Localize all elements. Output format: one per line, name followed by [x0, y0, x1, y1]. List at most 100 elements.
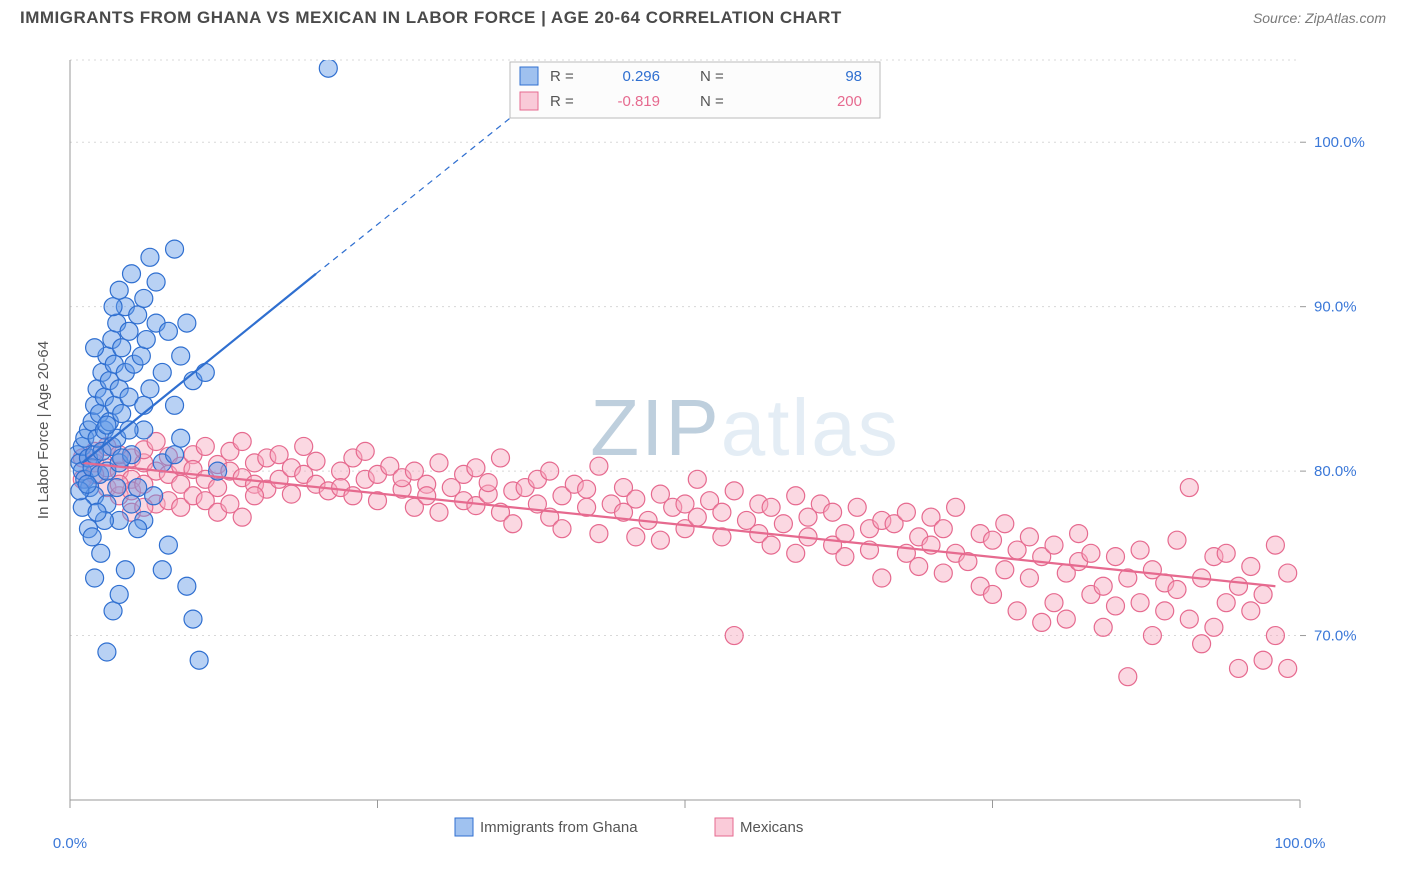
scatter-point-mexicans [934, 520, 952, 538]
scatter-point-ghana [116, 561, 134, 579]
bottom-legend-swatch-mexicans [715, 818, 733, 836]
scatter-point-ghana [113, 339, 131, 357]
scatter-point-ghana [190, 651, 208, 669]
scatter-point-mexicans [233, 433, 251, 451]
scatter-point-mexicans [848, 498, 866, 516]
scatter-point-mexicans [295, 437, 313, 455]
scatter-point-mexicans [590, 457, 608, 475]
scatter-point-mexicans [1217, 594, 1235, 612]
scatter-point-mexicans [1107, 597, 1125, 615]
scatter-point-ghana [110, 281, 128, 299]
scatter-point-mexicans [1020, 528, 1038, 546]
scatter-point-ghana [166, 396, 184, 414]
scatter-point-mexicans [836, 548, 854, 566]
scatter-point-mexicans [873, 569, 891, 587]
scatter-point-mexicans [578, 480, 596, 498]
legend-r-label: R = [550, 68, 574, 85]
scatter-point-mexicans [996, 515, 1014, 533]
scatter-point-mexicans [430, 503, 448, 521]
scatter-point-mexicans [1180, 479, 1198, 497]
scatter-point-mexicans [627, 490, 645, 508]
scatter-point-ghana [166, 240, 184, 258]
scatter-point-mexicans [910, 557, 928, 575]
scatter-point-mexicans [1045, 594, 1063, 612]
scatter-point-mexicans [307, 452, 325, 470]
scatter-point-ghana [178, 577, 196, 595]
scatter-point-mexicans [787, 487, 805, 505]
legend-n-label: N = [700, 68, 724, 85]
scatter-point-mexicans [1143, 627, 1161, 645]
legend-n-label: N = [700, 93, 724, 110]
scatter-point-ghana [98, 416, 116, 434]
scatter-point-mexicans [627, 528, 645, 546]
scatter-point-ghana [159, 536, 177, 554]
scatter-point-mexicans [1070, 525, 1088, 543]
scatter-point-mexicans [1205, 618, 1223, 636]
scatter-point-mexicans [418, 487, 436, 505]
scatter-point-ghana [159, 322, 177, 340]
scatter-point-mexicans [541, 462, 559, 480]
scatter-point-mexicans [504, 515, 522, 533]
scatter-point-mexicans [774, 515, 792, 533]
scatter-point-mexicans [1168, 531, 1186, 549]
legend-n-value: 98 [845, 68, 862, 85]
scatter-point-mexicans [1217, 544, 1235, 562]
scatter-point-mexicans [553, 520, 571, 538]
scatter-point-mexicans [1168, 581, 1186, 599]
scatter-point-mexicans [1057, 610, 1075, 628]
scatter-point-ghana [113, 405, 131, 423]
x-tick-label: 100.0% [1275, 835, 1326, 852]
y-tick-label: 90.0% [1314, 299, 1357, 316]
legend-r-value: -0.819 [617, 93, 660, 110]
scatter-point-ghana [83, 528, 101, 546]
scatter-point-ghana [98, 643, 116, 661]
scatter-point-ghana [153, 363, 171, 381]
scatter-point-mexicans [725, 482, 743, 500]
scatter-point-mexicans [836, 525, 854, 543]
scatter-point-mexicans [430, 454, 448, 472]
scatter-point-ghana [135, 396, 153, 414]
scatter-point-ghana [319, 59, 337, 77]
scatter-point-ghana [196, 363, 214, 381]
scatter-point-ghana [129, 520, 147, 538]
scatter-point-ghana [78, 475, 96, 493]
scatter-point-mexicans [282, 485, 300, 503]
scatter-point-mexicans [897, 503, 915, 521]
scatter-point-mexicans [1254, 651, 1272, 669]
bottom-legend-label-mexicans: Mexicans [740, 819, 803, 836]
x-tick-label: 0.0% [53, 835, 87, 852]
scatter-point-ghana [104, 298, 122, 316]
scatter-point-mexicans [1033, 613, 1051, 631]
scatter-point-mexicans [467, 459, 485, 477]
scatter-point-mexicans [1094, 618, 1112, 636]
y-tick-label: 80.0% [1314, 463, 1357, 480]
scatter-point-ghana [123, 495, 141, 513]
scatter-point-ghana [166, 446, 184, 464]
scatter-point-ghana [172, 429, 190, 447]
scatter-point-ghana [147, 273, 165, 291]
scatter-point-mexicans [947, 498, 965, 516]
scatter-point-mexicans [688, 508, 706, 526]
bottom-legend-label-ghana: Immigrants from Ghana [480, 819, 638, 836]
legend-swatch [520, 92, 538, 110]
y-tick-label: 100.0% [1314, 134, 1365, 151]
scatter-point-mexicans [651, 531, 669, 549]
scatter-point-ghana [86, 339, 104, 357]
legend-r-value: 0.296 [622, 68, 660, 85]
scatter-point-ghana [132, 347, 150, 365]
scatter-point-mexicans [1094, 577, 1112, 595]
scatter-point-ghana [141, 380, 159, 398]
scatter-point-mexicans [1107, 548, 1125, 566]
chart-source: Source: ZipAtlas.com [1253, 10, 1386, 26]
scatter-point-ghana [137, 331, 155, 349]
scatter-point-ghana [113, 449, 131, 467]
scatter-point-mexicans [713, 503, 731, 521]
scatter-point-ghana [92, 544, 110, 562]
legend-swatch [520, 67, 538, 85]
scatter-point-mexicans [1279, 659, 1297, 677]
scatter-point-mexicans [492, 449, 510, 467]
scatter-point-mexicans [1230, 659, 1248, 677]
scatter-point-ghana [153, 561, 171, 579]
scatter-point-mexicans [688, 470, 706, 488]
scatter-point-mexicans [1008, 602, 1026, 620]
